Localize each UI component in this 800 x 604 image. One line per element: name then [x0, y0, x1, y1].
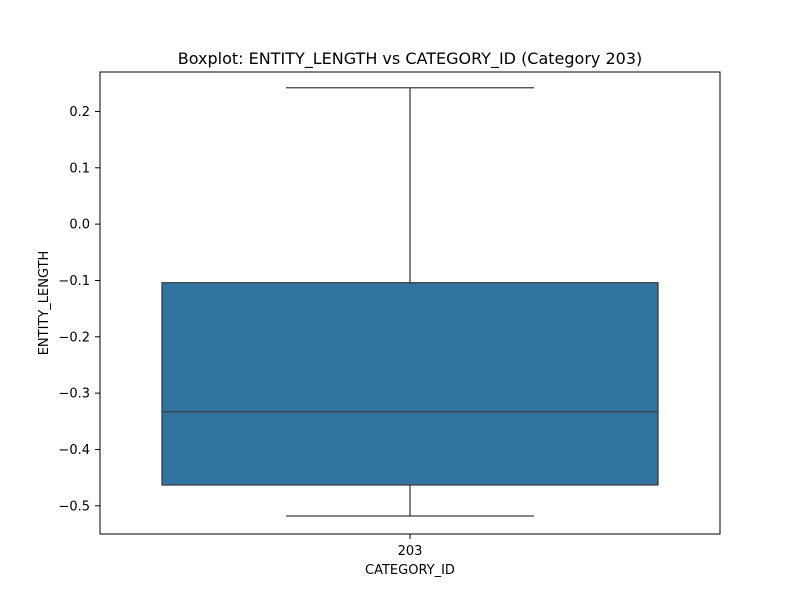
y-tick-label: −0.5 — [58, 499, 90, 514]
x-axis-label: CATEGORY_ID — [365, 563, 455, 578]
x-tick-label: 203 — [398, 544, 423, 559]
chart-title: Boxplot: ENTITY_LENGTH vs CATEGORY_ID (C… — [178, 49, 643, 69]
y-tick-label: −0.4 — [58, 443, 90, 458]
y-tick-label: 0.1 — [69, 161, 90, 176]
y-tick-label: −0.3 — [58, 387, 90, 402]
y-tick-label: −0.1 — [58, 274, 90, 289]
y-tick-label: 0.2 — [69, 105, 90, 120]
y-tick-label: 0.0 — [69, 218, 90, 233]
x-axis-ticks: 203 — [398, 534, 423, 559]
box-series — [161, 87, 659, 517]
y-axis-ticks: −0.5 −0.4 −0.3 −0.2 −0.1 0.0 0.1 0.2 — [58, 105, 100, 514]
y-axis-label: ENTITY_LENGTH — [37, 251, 52, 356]
y-tick-label: −0.2 — [58, 330, 90, 345]
iqr-box — [161, 282, 659, 486]
